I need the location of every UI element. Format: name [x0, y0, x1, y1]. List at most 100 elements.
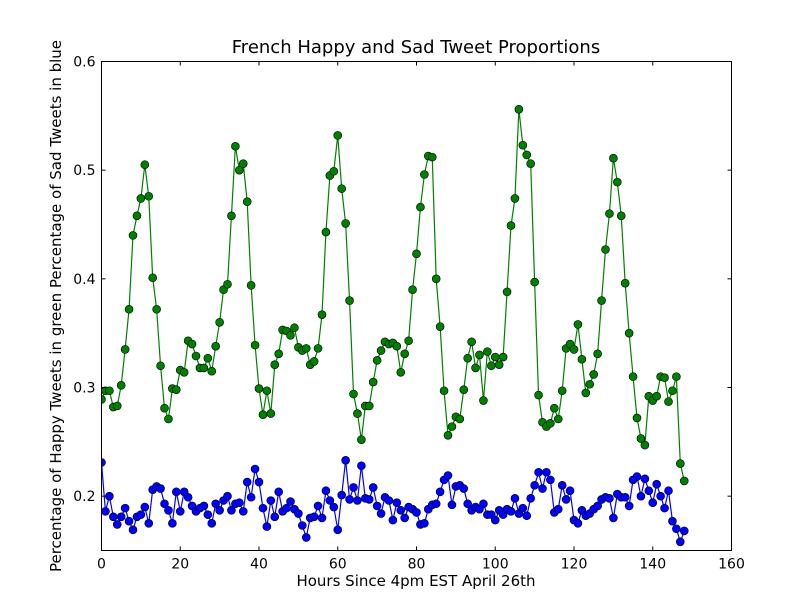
- data-point: [152, 304, 161, 314]
- y-axis-title: Percentage of Happy Tweets in green Perc…: [47, 40, 65, 572]
- data-point: [660, 373, 669, 383]
- data-point: [498, 352, 508, 362]
- data-point: [262, 386, 272, 396]
- data-point: [215, 317, 224, 327]
- data-point: [301, 533, 311, 542]
- data-point: [223, 491, 232, 501]
- data-point: [345, 495, 354, 504]
- data-point: [652, 391, 661, 401]
- data-point: [526, 159, 535, 168]
- data-point: [329, 166, 339, 176]
- data-point: [317, 310, 327, 319]
- data-point: [364, 495, 374, 504]
- data-point: [246, 281, 256, 290]
- data-point: [376, 346, 386, 355]
- data-point: [199, 501, 209, 511]
- data-point: [656, 491, 665, 501]
- data-point: [286, 331, 295, 340]
- data-point: [175, 507, 185, 516]
- data-point: [294, 509, 303, 518]
- data-point: [581, 388, 591, 398]
- data-point: [668, 386, 677, 396]
- data-point: [207, 366, 217, 376]
- data-point: [593, 349, 602, 359]
- data-point: [416, 202, 425, 212]
- data-point: [116, 381, 126, 390]
- data-point: [597, 296, 606, 305]
- data-point: [435, 487, 445, 497]
- data-point: [518, 503, 528, 513]
- x-tick-label: 120: [561, 557, 588, 573]
- data-point: [534, 467, 543, 477]
- plot-area: [101, 105, 689, 547]
- data-point: [136, 194, 146, 203]
- data-point: [479, 396, 488, 405]
- data-point: [298, 521, 307, 530]
- data-point: [353, 496, 362, 505]
- data-point: [557, 386, 567, 396]
- data-point: [530, 277, 539, 287]
- data-point: [235, 165, 244, 175]
- data-point: [164, 414, 173, 424]
- data-point: [120, 345, 130, 354]
- data-point: [585, 379, 595, 389]
- data-point: [235, 498, 244, 507]
- data-point: [664, 397, 673, 406]
- data-point: [546, 475, 555, 485]
- data-point: [431, 274, 441, 284]
- data-point: [679, 526, 689, 536]
- data-point: [321, 227, 331, 237]
- data-point: [620, 492, 630, 502]
- data-point: [443, 471, 453, 480]
- data-point: [238, 159, 248, 168]
- data-point: [506, 507, 516, 516]
- data-point: [522, 511, 532, 521]
- data-point: [644, 486, 654, 496]
- data-point: [400, 513, 409, 523]
- data-point: [309, 357, 319, 366]
- data-point: [679, 476, 689, 486]
- data-point: [258, 503, 268, 513]
- data-point: [199, 363, 209, 373]
- x-tick-label: 40: [250, 557, 268, 573]
- data-point: [522, 150, 532, 160]
- data-point: [290, 323, 299, 333]
- data-point: [427, 152, 437, 162]
- data-point: [459, 484, 469, 493]
- data-point: [353, 409, 362, 418]
- data-point: [372, 501, 382, 511]
- data-point: [479, 499, 488, 509]
- data-point: [160, 403, 169, 413]
- data-point: [183, 492, 193, 502]
- data-point: [112, 401, 122, 411]
- x-tick-label: 140: [639, 557, 666, 573]
- data-point: [396, 505, 406, 515]
- data-point: [368, 377, 378, 387]
- axes: 0 20 40 60 80 100 120 140 160 0.2 0.3 0.4 0.5 0.6: [73, 55, 745, 573]
- data-point: [510, 194, 520, 203]
- data-point: [620, 278, 630, 288]
- data-point: [101, 458, 106, 467]
- data-point: [270, 512, 280, 522]
- data-point: [286, 497, 295, 506]
- data-point: [632, 472, 642, 481]
- data-point: [337, 490, 346, 500]
- data-point: [664, 486, 673, 496]
- data-point: [120, 503, 130, 513]
- data-point: [341, 456, 350, 465]
- data-point: [250, 464, 260, 474]
- data-point: [672, 524, 681, 534]
- data-point: [439, 386, 449, 396]
- data-point: [136, 510, 146, 519]
- data-point: [246, 492, 256, 502]
- data-point: [164, 505, 173, 515]
- data-point: [388, 515, 398, 525]
- data-point: [309, 512, 319, 522]
- data-point: [628, 372, 638, 381]
- data-point: [325, 496, 335, 505]
- data-point: [412, 508, 421, 517]
- data-point: [471, 363, 480, 373]
- data-point: [128, 231, 138, 240]
- data-point: [502, 287, 512, 297]
- data-point: [301, 344, 311, 353]
